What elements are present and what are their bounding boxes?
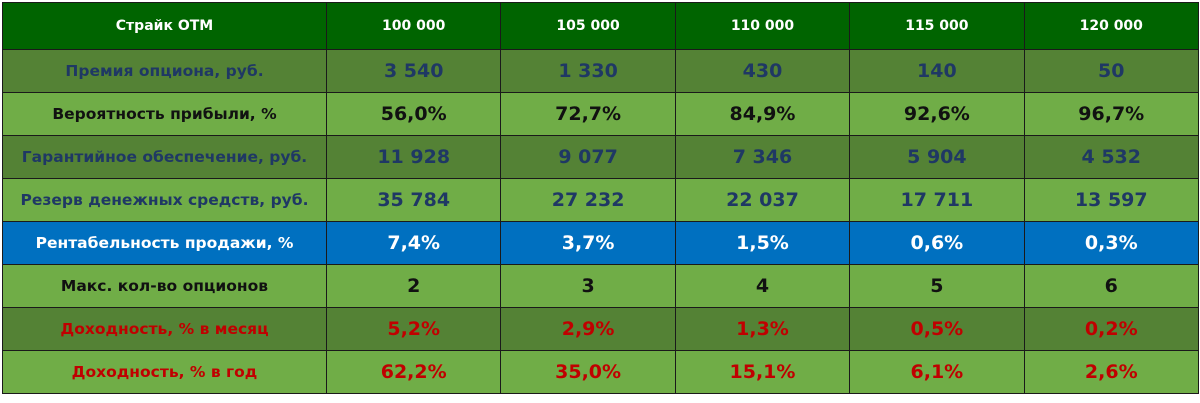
row-value: 4 532	[1023, 135, 1199, 179]
row-value: 1 330	[500, 49, 676, 93]
row-value: 22 037	[674, 178, 851, 222]
row-label: Рентабельность продажи, %	[2, 221, 327, 265]
header-strike-cell: 105 000	[500, 2, 676, 50]
row-value: 11 928	[325, 135, 502, 179]
row-value: 2,6%	[1023, 350, 1199, 394]
row-value: 35,0%	[500, 350, 676, 394]
row-value: 3,7%	[500, 221, 676, 265]
header-label-cell: Страйк ОТМ	[2, 2, 327, 50]
row-value: 15,1%	[674, 350, 851, 394]
row-value: 1,3%	[674, 307, 851, 351]
row-value: 140	[849, 49, 1025, 93]
row-label: Доходность, % в месяц	[2, 307, 327, 351]
row-value: 50	[1023, 49, 1199, 93]
row-label: Резерв денежных средств, руб.	[2, 178, 327, 222]
row-value: 1,5%	[674, 221, 851, 265]
row-profit-probability: Вероятность прибыли, % 56,0% 72,7% 84,9%…	[2, 92, 1199, 136]
row-label: Макс. кол-во опционов	[2, 264, 327, 308]
row-value: 5	[849, 264, 1025, 308]
row-value: 9 077	[500, 135, 676, 179]
row-value: 7,4%	[325, 221, 502, 265]
row-value: 72,7%	[500, 92, 676, 136]
row-value: 0,6%	[849, 221, 1025, 265]
row-sale-profitability: Рентабельность продажи, % 7,4% 3,7% 1,5%…	[2, 221, 1199, 265]
table-header-row: Страйк ОТМ 100 000 105 000 110 000 115 0…	[2, 2, 1199, 50]
row-value: 2,9%	[500, 307, 676, 351]
header-strike-cell: 120 000	[1023, 2, 1199, 50]
row-value: 6,1%	[849, 350, 1025, 394]
row-value: 6	[1023, 264, 1199, 308]
row-cash-reserve: Резерв денежных средств, руб. 35 784 27 …	[2, 178, 1199, 222]
row-value: 0,2%	[1023, 307, 1199, 351]
row-value: 430	[674, 49, 851, 93]
row-label: Доходность, % в год	[2, 350, 327, 394]
row-margin-requirement: Гарантийное обеспечение, руб. 11 928 9 0…	[2, 135, 1199, 179]
row-label: Вероятность прибыли, %	[2, 92, 327, 136]
header-strike-cell: 100 000	[325, 2, 502, 50]
row-value: 92,6%	[849, 92, 1025, 136]
row-value: 96,7%	[1023, 92, 1199, 136]
row-max-options: Макс. кол-во опционов 2 3 4 5 6	[2, 264, 1199, 308]
row-value: 2	[325, 264, 502, 308]
row-monthly-return: Доходность, % в месяц 5,2% 2,9% 1,3% 0,5…	[2, 307, 1199, 351]
row-value: 3	[500, 264, 676, 308]
row-value: 7 346	[674, 135, 851, 179]
row-value: 13 597	[1023, 178, 1199, 222]
row-value: 0,5%	[849, 307, 1025, 351]
options-strike-table: Страйк ОТМ 100 000 105 000 110 000 115 0…	[2, 2, 1199, 394]
row-value: 17 711	[849, 178, 1025, 222]
row-label: Премия опциона, руб.	[2, 49, 327, 93]
row-value: 35 784	[325, 178, 502, 222]
row-value: 56,0%	[325, 92, 502, 136]
row-annual-return: Доходность, % в год 62,2% 35,0% 15,1% 6,…	[2, 350, 1199, 394]
row-value: 3 540	[325, 49, 502, 93]
row-value: 62,2%	[325, 350, 502, 394]
header-strike-cell: 115 000	[849, 2, 1025, 50]
row-label: Гарантийное обеспечение, руб.	[2, 135, 327, 179]
row-value: 84,9%	[674, 92, 851, 136]
row-value: 5 904	[849, 135, 1025, 179]
row-option-premium: Премия опциона, руб. 3 540 1 330 430 140…	[2, 49, 1199, 93]
row-value: 5,2%	[325, 307, 502, 351]
row-value: 27 232	[500, 178, 676, 222]
row-value: 4	[674, 264, 851, 308]
header-strike-cell: 110 000	[674, 2, 851, 50]
row-value: 0,3%	[1023, 221, 1199, 265]
